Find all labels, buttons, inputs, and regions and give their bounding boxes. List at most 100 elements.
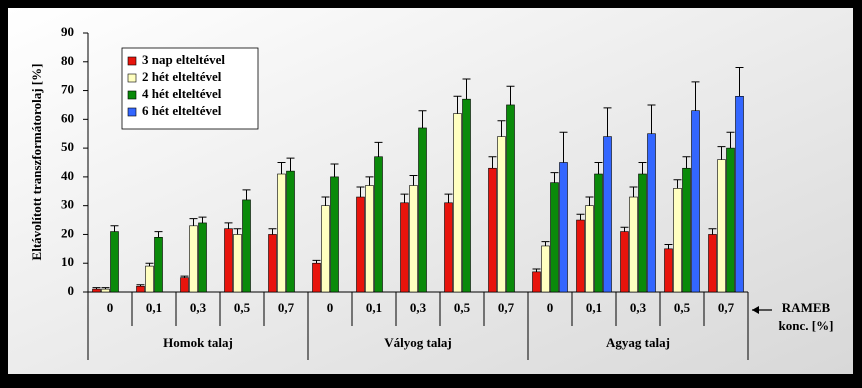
y-tick-label: 80 xyxy=(61,53,74,68)
bar xyxy=(136,285,145,293)
error-bar xyxy=(154,231,163,238)
bar xyxy=(559,162,568,293)
bar xyxy=(717,159,726,293)
bar xyxy=(356,196,365,293)
x-tick-label: 0,3 xyxy=(190,300,207,315)
y-tick-label: 90 xyxy=(61,24,74,39)
bar xyxy=(541,245,550,293)
error-bar xyxy=(603,107,612,137)
error-bar xyxy=(400,193,409,203)
bar xyxy=(242,199,251,293)
bar xyxy=(726,147,735,293)
error-bar xyxy=(532,268,541,272)
bar xyxy=(497,136,506,293)
x-tick-label: 0 xyxy=(327,300,334,315)
bar xyxy=(629,196,638,293)
bar xyxy=(638,173,647,293)
y-tick-label: 20 xyxy=(61,225,74,240)
arrow-head xyxy=(752,306,759,314)
y-tick-label: 60 xyxy=(61,110,74,125)
bar xyxy=(92,288,101,293)
y-tick-label: 10 xyxy=(61,254,74,269)
bar xyxy=(453,113,462,293)
x-tick-label: 0,3 xyxy=(630,300,647,315)
bar xyxy=(330,176,339,293)
x-axis-label: RAMEB xyxy=(782,300,831,315)
error-bar xyxy=(145,262,154,267)
x-tick-label: 0,1 xyxy=(366,300,382,315)
error-bar xyxy=(242,189,251,200)
bar xyxy=(664,248,673,293)
bar xyxy=(321,205,330,293)
bar xyxy=(603,136,612,293)
error-bar xyxy=(488,156,497,169)
bar xyxy=(691,110,700,293)
error-bar xyxy=(356,186,365,198)
bar xyxy=(286,170,295,293)
x-tick-label: 0,7 xyxy=(278,300,295,315)
bar xyxy=(224,228,233,293)
error-bar xyxy=(224,222,233,229)
error-bar xyxy=(189,218,198,226)
bar xyxy=(418,127,427,293)
bar xyxy=(462,98,471,293)
bar xyxy=(365,185,374,293)
bar xyxy=(620,231,629,293)
bar xyxy=(444,202,453,293)
y-tick-label: 30 xyxy=(61,197,74,212)
error-bar xyxy=(418,110,427,128)
error-bar xyxy=(647,104,656,134)
bar xyxy=(506,104,515,293)
error-bar xyxy=(708,228,717,235)
bar xyxy=(673,188,682,293)
bar xyxy=(682,167,691,293)
error-bar xyxy=(330,163,339,177)
error-bar xyxy=(365,176,374,186)
error-bar xyxy=(312,259,321,264)
bar xyxy=(532,271,541,293)
bar xyxy=(110,231,119,293)
error-bar xyxy=(233,228,242,235)
x-tick-label: 0,5 xyxy=(454,300,471,315)
y-tick-label: 0 xyxy=(68,283,75,298)
x-tick-label: 0,1 xyxy=(146,300,162,315)
bar xyxy=(101,288,110,293)
y-tick-label: 50 xyxy=(61,139,74,154)
x-axis-label: konc. [%] xyxy=(779,318,834,333)
bar xyxy=(189,225,198,293)
x-tick-label: 0,7 xyxy=(498,300,515,315)
bar xyxy=(400,202,409,293)
error-bar xyxy=(321,196,330,206)
error-bar xyxy=(180,275,189,278)
bar xyxy=(576,219,585,293)
error-bar xyxy=(620,226,629,232)
bar xyxy=(154,237,163,293)
legend-swatch xyxy=(127,107,137,117)
legend-swatch xyxy=(127,56,137,66)
x-tick-label: 0,3 xyxy=(410,300,427,315)
error-bar xyxy=(462,78,471,100)
bar xyxy=(550,182,559,293)
legend-swatch xyxy=(127,90,137,100)
y-tick-label: 40 xyxy=(61,168,74,183)
error-bar xyxy=(691,81,700,111)
error-bar xyxy=(277,162,286,175)
group-label: Homok talaj xyxy=(163,335,233,350)
bar xyxy=(198,222,207,293)
bar xyxy=(145,265,154,293)
error-bar xyxy=(453,95,462,114)
error-bar xyxy=(198,216,207,223)
bar xyxy=(594,173,603,293)
y-tick-label: 70 xyxy=(61,82,74,97)
bar xyxy=(585,205,594,293)
bar xyxy=(277,173,286,293)
error-bar xyxy=(286,157,295,172)
x-tick-label: 0,5 xyxy=(674,300,691,315)
x-tick-label: 0,7 xyxy=(718,300,735,315)
error-bar xyxy=(497,120,506,137)
error-bar xyxy=(110,225,119,232)
bar xyxy=(233,234,242,293)
error-bar xyxy=(664,244,673,249)
y-axis-label: Eltávolított transzformátorolaj [%] xyxy=(29,64,44,261)
